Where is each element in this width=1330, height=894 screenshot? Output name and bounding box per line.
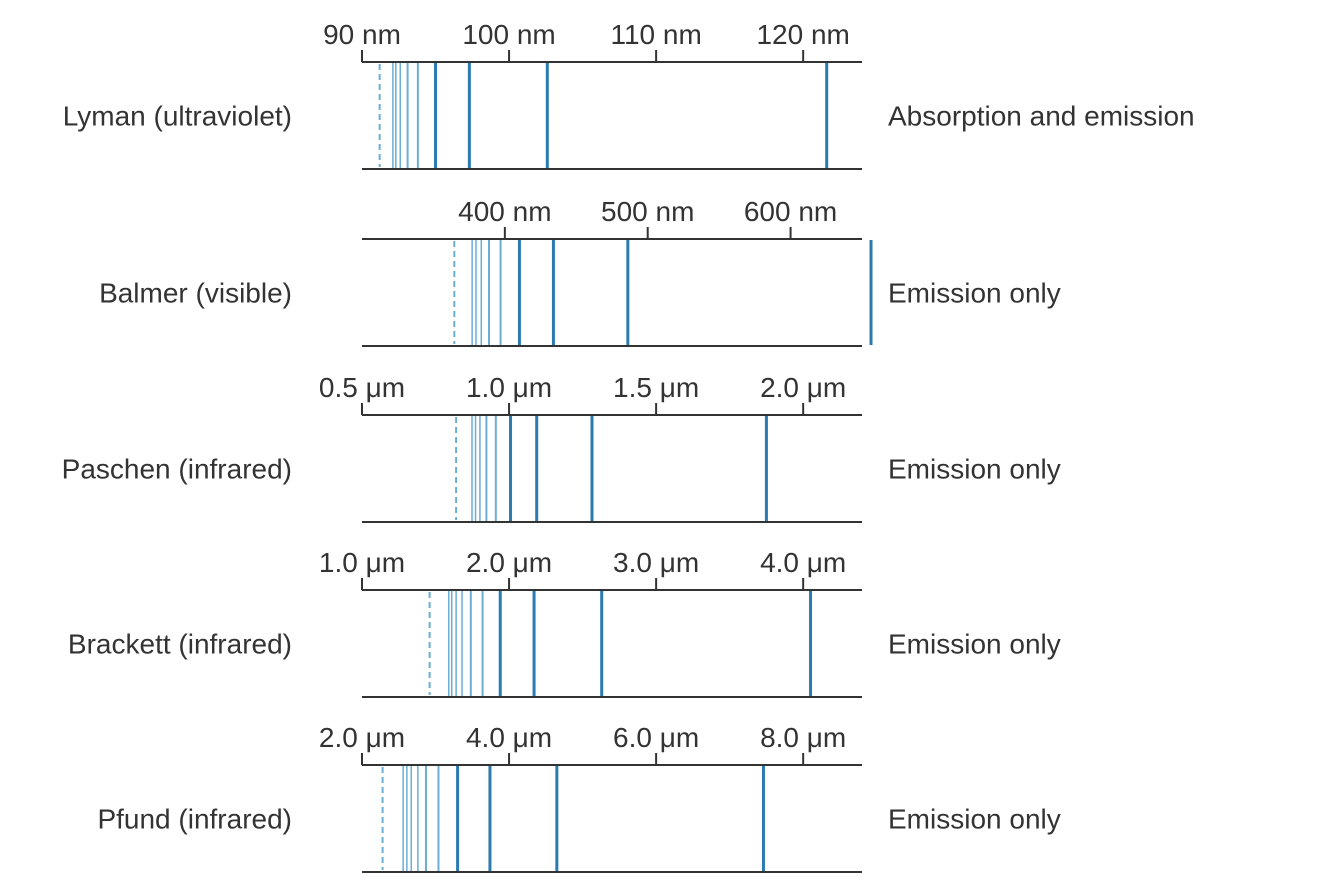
tick-label: 2.0 μm xyxy=(760,372,846,403)
tick-label: 110 nm xyxy=(610,19,701,50)
series-type-label: Emission only xyxy=(888,804,1061,835)
series-name: Brackett (infrared) xyxy=(68,629,292,660)
tick-label: 4.0 μm xyxy=(466,722,552,753)
tick-label: 2.0 μm xyxy=(319,722,405,753)
series-name: Lyman (ultraviolet) xyxy=(63,101,292,132)
tick-label: 2.0 μm xyxy=(466,547,552,578)
series-name: Balmer (visible) xyxy=(99,278,292,309)
series-type-label: Emission only xyxy=(888,454,1061,485)
tick-label: 120 nm xyxy=(756,19,849,50)
tick-label: 8.0 μm xyxy=(760,722,846,753)
series-name: Paschen (infrared) xyxy=(62,454,292,485)
tick-label: 0.5 μm xyxy=(319,372,405,403)
tick-label: 1.5 μm xyxy=(613,372,699,403)
tick-label: 100 nm xyxy=(462,19,555,50)
tick-label: 6.0 μm xyxy=(613,722,699,753)
tick-label: 500 nm xyxy=(601,196,694,227)
series-type-label: Absorption and emission xyxy=(888,101,1195,132)
series-type-label: Emission only xyxy=(888,278,1061,309)
tick-label: 3.0 μm xyxy=(613,547,699,578)
tick-label: 400 nm xyxy=(458,196,551,227)
tick-label: 600 nm xyxy=(744,196,837,227)
tick-label: 90 nm xyxy=(323,19,401,50)
tick-label: 1.0 μm xyxy=(319,547,405,578)
tick-label: 1.0 μm xyxy=(466,372,552,403)
series-type-label: Emission only xyxy=(888,629,1061,660)
series-name: Pfund (infrared) xyxy=(97,804,292,835)
tick-label: 4.0 μm xyxy=(760,547,846,578)
